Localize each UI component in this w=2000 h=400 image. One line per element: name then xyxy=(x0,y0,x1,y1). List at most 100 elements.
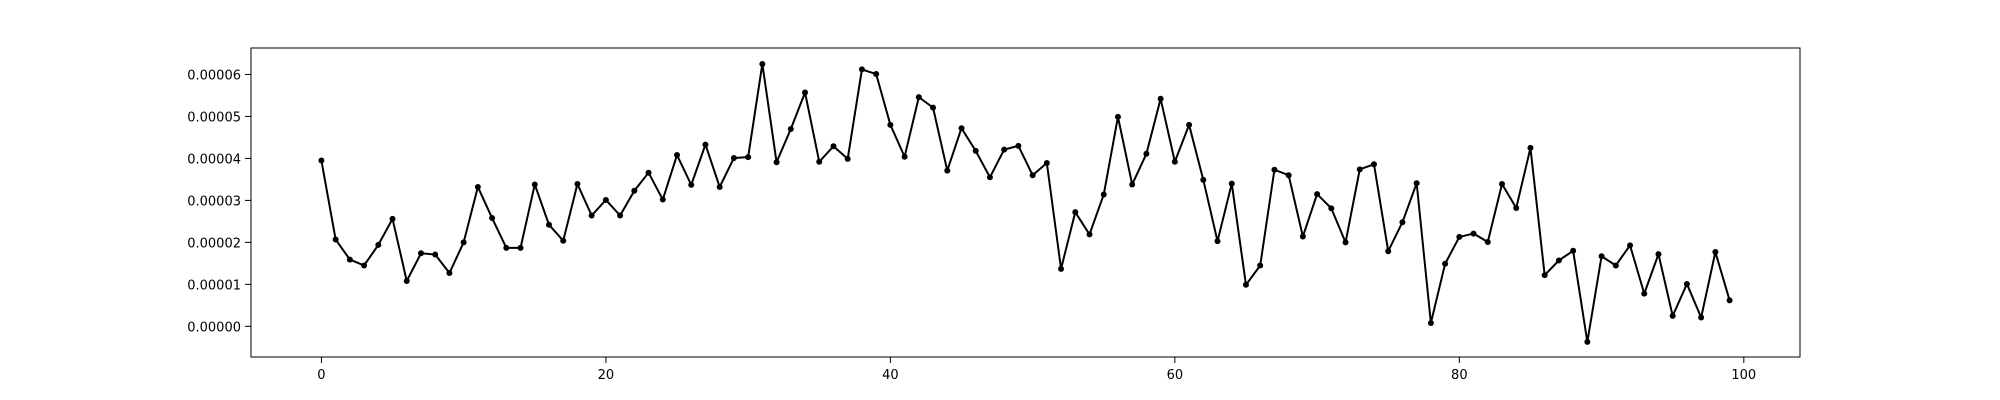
data-point xyxy=(1612,262,1619,269)
data-point xyxy=(346,256,353,263)
data-point xyxy=(460,239,467,246)
data-point xyxy=(1513,204,1520,211)
data-point xyxy=(1200,176,1207,183)
x-tick-label: 20 xyxy=(598,368,615,383)
data-point xyxy=(1314,191,1321,198)
data-point xyxy=(617,212,624,219)
data-point xyxy=(1001,146,1008,153)
data-point xyxy=(1413,180,1420,187)
data-point xyxy=(1370,161,1377,168)
data-point xyxy=(1157,95,1164,102)
y-tick-label: 0.00001 xyxy=(187,278,241,293)
data-point xyxy=(659,196,666,203)
data-point xyxy=(930,104,937,111)
data-point xyxy=(1712,249,1719,256)
data-point xyxy=(1171,158,1178,165)
data-point xyxy=(1271,166,1278,173)
data-point xyxy=(417,250,424,257)
x-tick-label: 0 xyxy=(317,368,325,383)
y-tick-label: 0.00000 xyxy=(187,320,241,335)
data-point xyxy=(403,278,410,285)
data-point xyxy=(730,154,737,161)
y-tick-label: 0.00005 xyxy=(187,110,241,125)
data-point xyxy=(1043,160,1050,167)
data-point xyxy=(1456,233,1463,240)
data-point xyxy=(432,251,439,258)
data-point xyxy=(560,237,567,244)
data-point xyxy=(531,181,538,188)
data-point xyxy=(1058,265,1065,272)
data-point xyxy=(1470,230,1477,237)
data-point xyxy=(858,66,865,73)
data-point xyxy=(1143,150,1150,157)
data-point xyxy=(688,181,695,188)
data-point xyxy=(1086,231,1093,238)
data-point xyxy=(1698,314,1705,321)
data-point xyxy=(446,270,453,277)
data-point xyxy=(802,89,809,96)
data-point xyxy=(1214,238,1221,245)
x-tick-label: 60 xyxy=(1167,368,1184,383)
data-point xyxy=(1669,312,1676,319)
data-point xyxy=(674,152,681,159)
x-tick-label: 40 xyxy=(882,368,899,383)
data-point xyxy=(1555,257,1562,264)
data-point xyxy=(745,154,752,161)
data-point xyxy=(1114,113,1121,120)
data-point xyxy=(1442,260,1449,267)
data-point xyxy=(1257,262,1264,269)
data-point xyxy=(631,187,638,194)
data-point xyxy=(375,241,382,248)
y-tick-label: 0.00003 xyxy=(187,194,241,209)
data-point xyxy=(915,94,922,101)
data-point xyxy=(474,183,481,190)
data-point xyxy=(1029,172,1036,179)
data-point xyxy=(944,167,951,174)
data-point xyxy=(816,158,823,165)
data-point xyxy=(1129,181,1136,188)
data-point xyxy=(702,141,709,148)
data-point xyxy=(1627,242,1634,249)
data-point xyxy=(958,125,965,132)
y-tick-label: 0.00006 xyxy=(187,68,241,83)
series-layer xyxy=(318,60,1733,345)
data-point xyxy=(759,60,766,67)
data-point xyxy=(1598,253,1605,260)
data-point xyxy=(1641,290,1648,297)
data-point xyxy=(1299,233,1306,240)
data-point xyxy=(517,244,524,251)
data-point xyxy=(588,212,595,219)
data-point xyxy=(645,169,652,176)
data-point xyxy=(503,244,510,251)
data-point xyxy=(389,215,396,222)
ticks-layer: 0 20 40 60 80 100 0.00000 0.00001 0.00002 0.00003… xyxy=(187,68,1756,383)
data-point xyxy=(361,262,368,269)
data-point xyxy=(1342,239,1349,246)
data-point xyxy=(1100,191,1107,198)
data-point xyxy=(1399,219,1406,226)
data-point xyxy=(1527,144,1534,151)
data-point xyxy=(574,181,581,188)
data-point xyxy=(830,143,837,150)
y-tick-label: 0.00004 xyxy=(187,152,241,167)
data-point xyxy=(1570,247,1577,254)
data-point xyxy=(1385,248,1392,255)
data-point xyxy=(489,215,496,222)
data-point xyxy=(602,196,609,203)
data-point xyxy=(1242,281,1249,288)
y-tick-label: 0.00002 xyxy=(187,236,241,251)
data-point xyxy=(873,71,880,78)
data-point xyxy=(1285,172,1292,179)
data-point xyxy=(1499,181,1506,188)
data-point xyxy=(1072,209,1079,216)
data-point xyxy=(716,183,723,190)
data-point xyxy=(844,155,851,162)
data-point xyxy=(1726,297,1733,304)
data-point xyxy=(1015,142,1022,149)
x-tick-label: 80 xyxy=(1451,368,1468,383)
data-point xyxy=(787,126,794,133)
series-line xyxy=(320,62,1731,343)
data-point xyxy=(901,153,908,160)
data-point xyxy=(1484,238,1491,245)
